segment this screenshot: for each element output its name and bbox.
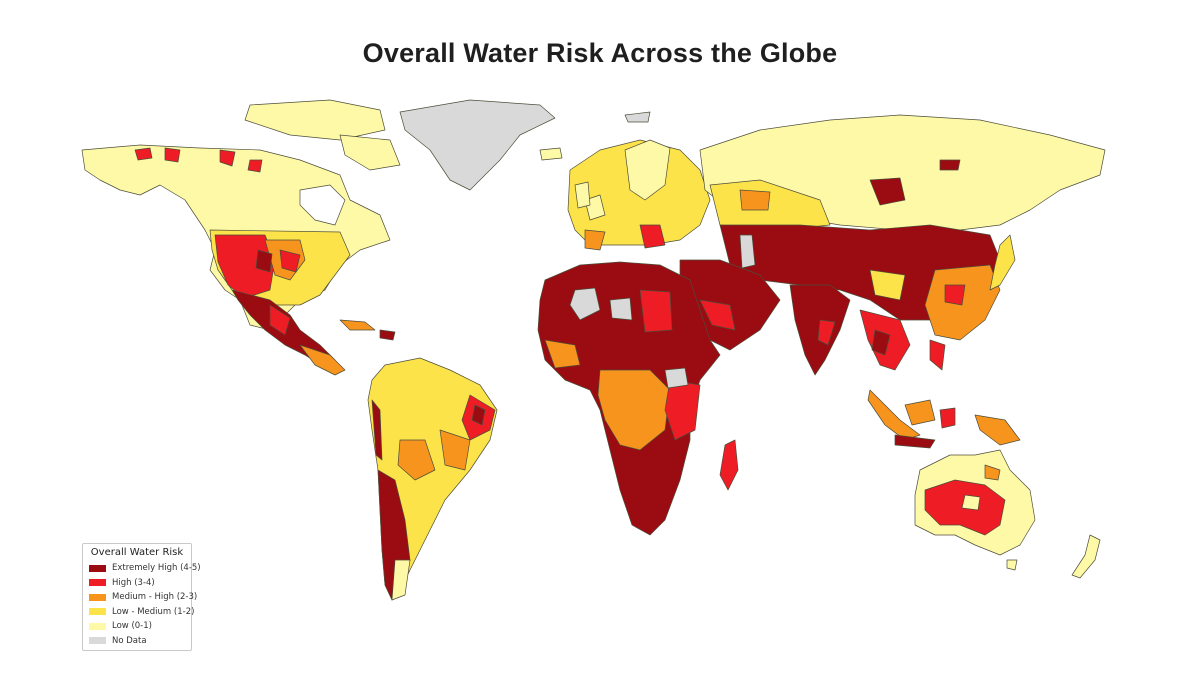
legend-item-high: High (3-4): [89, 576, 185, 591]
region-caspian-sea: [739, 234, 756, 269]
legend-swatch: [89, 579, 106, 587]
region-caribbean: [339, 319, 376, 331]
legend-item-medium-high: Medium - High (2-3): [89, 590, 197, 605]
region-new-zealand: [1071, 534, 1101, 579]
region-madagascar: [719, 439, 739, 491]
legend-title: Overall Water Risk: [90, 547, 184, 558]
legend-swatch: [89, 637, 106, 645]
legend-swatch: [89, 622, 106, 630]
region-japan: [989, 234, 1016, 291]
legend-swatch: [89, 564, 106, 572]
legend-item-extremely-high: Extremely High (4-5): [89, 561, 201, 576]
region-bolivia: [397, 439, 436, 481]
legend-label: Extremely High (4-5): [112, 563, 201, 574]
region-scandinavia: [624, 139, 671, 201]
legend-label: Low - Medium (1-2): [112, 606, 195, 617]
region-papua: [974, 414, 1021, 446]
legend-item-no-data: No Data: [89, 634, 185, 649]
legend-label: Low (0-1): [112, 621, 152, 632]
region-arctic-islands: [244, 99, 386, 141]
legend-swatch: [89, 593, 106, 601]
legend-swatch: [89, 608, 106, 616]
region-south-sudan: [664, 367, 689, 389]
legend-item-low-medium: Low - Medium (1-2): [89, 605, 194, 620]
legend-label: Medium - High (2-3): [112, 592, 198, 603]
region-siberia-hotspot: [869, 177, 906, 206]
legend-label: High (3-4): [112, 577, 155, 588]
legend-label: No Data: [112, 635, 147, 646]
world-water-risk-map: [81, 99, 1106, 601]
map-title: Overall Water Risk Across the Globe: [362, 38, 838, 68]
map-legend: Overall Water Risk Extremely High (4-5) …: [82, 543, 201, 651]
region-greenland: [399, 99, 556, 191]
region-central-africa: [597, 369, 671, 451]
legend-item-low: Low (0-1): [89, 619, 185, 634]
